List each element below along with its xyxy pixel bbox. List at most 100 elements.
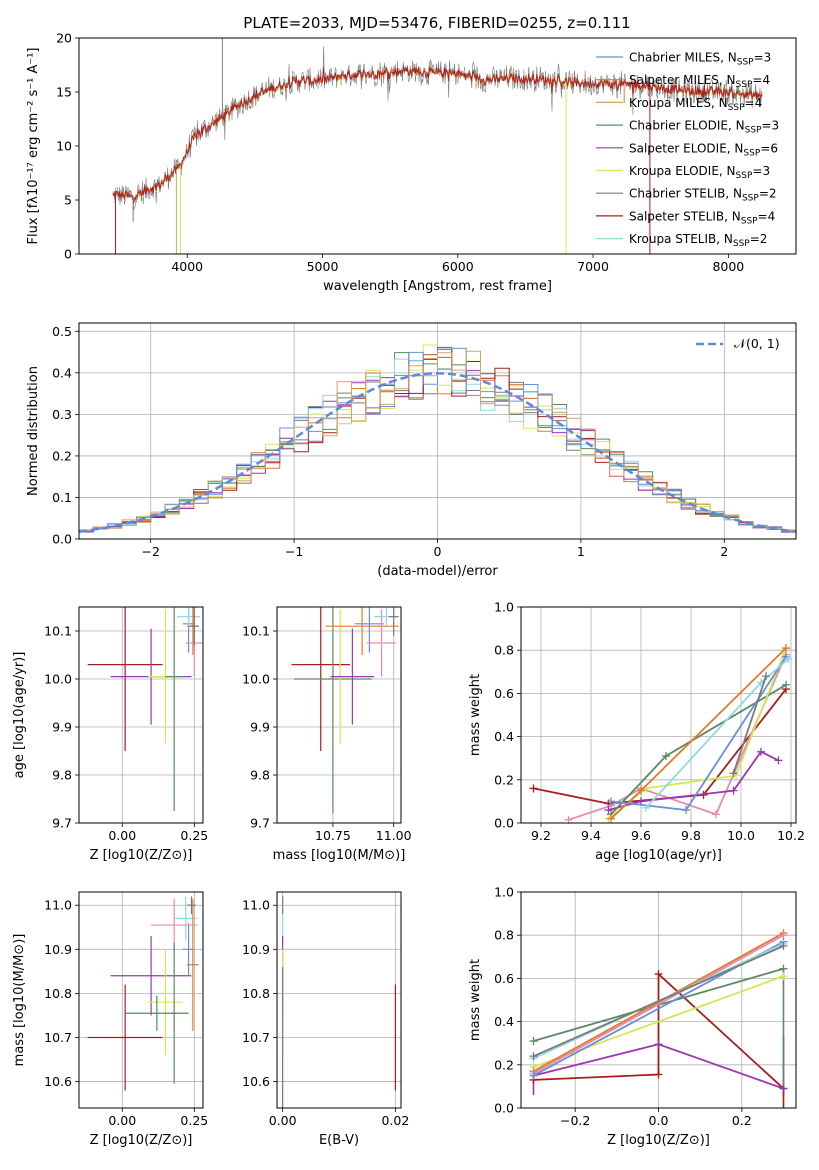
weight-marker	[654, 970, 663, 979]
y-tick-label: 10.6	[242, 1074, 270, 1089]
weight-marker	[782, 644, 790, 653]
y-tick-label: 0.0	[494, 816, 514, 831]
errorbars	[291, 607, 399, 814]
legend-value: =2	[759, 187, 777, 201]
weight-line-cs	[732, 675, 767, 774]
x-axis-label: Z [log10(Z/Z⊙)]	[90, 848, 193, 863]
legend-value: =4	[752, 73, 770, 87]
legend-label: Kroupa STELIB, NSSP=2	[629, 232, 767, 249]
x-tick-label: 11.00	[376, 828, 412, 843]
weight-marker	[782, 680, 790, 689]
x-tick-label: 1	[577, 544, 585, 559]
weight-line-ke	[533, 975, 784, 1068]
weight-line-ks	[645, 658, 790, 809]
massweight_vs_age-panel: 9.2 9.4 9.6 9.8 10.0 10.2 0.0 0.2 0.4 0.6 0.8 1.0 ag…	[468, 600, 805, 864]
x-tick-label: 0.00	[108, 1113, 136, 1128]
x-tick-label: −2	[141, 544, 159, 559]
legend-label: Salpeter MILES, NSSP=4	[629, 73, 770, 90]
y-tick-label: 0.4	[494, 1014, 514, 1029]
age_vs_Z-panel: 0.00 0.25 9.7 9.8 9.9 10.0 10.1 Z [log10(Z/Z⊙)]…	[12, 606, 208, 863]
legend-label: 𝒩(0, 1)	[734, 336, 780, 351]
x-axis-label: age [log10(age/yr)]	[595, 848, 722, 863]
weight-marker	[654, 1040, 663, 1049]
legend-value: =3	[761, 119, 779, 133]
legend-value: =4	[758, 209, 776, 223]
weight-line-pink	[533, 934, 784, 1075]
y-axis-label: mass weight	[468, 959, 483, 1041]
weight-marker	[564, 815, 573, 824]
axes-frame	[520, 606, 797, 824]
errorbars	[87, 896, 199, 1091]
y-tick-label: 0.8	[494, 928, 514, 943]
y-tick-label: 9.8	[250, 768, 270, 783]
x-axis-label: E(B-V)	[319, 1133, 359, 1148]
x-axis-label: Z [log10(Z/Z⊙)]	[607, 1133, 710, 1148]
weight-line-sm	[533, 932, 784, 1073]
x-tick-label: 10.75	[315, 828, 351, 843]
y-tick-label: 0.3	[52, 407, 72, 422]
weight-marker	[607, 797, 615, 806]
legend-subscript: SSP	[742, 194, 759, 204]
y-tick-label: 10.0	[242, 672, 270, 687]
legend-value: =4	[745, 96, 763, 110]
legend-label: Chabrier MILES, NSSP=3	[629, 51, 771, 68]
y-tick-label: 15	[56, 85, 72, 100]
y-tick-label: 0.0	[52, 532, 72, 547]
y-tick-label: 1.0	[494, 600, 514, 615]
legend-value: =2	[750, 232, 768, 246]
y-axis-label: Flux [fλ10⁻¹⁷ erg cm⁻² s⁻¹ A⁻¹]	[26, 48, 41, 245]
legend-subscript: SSP	[736, 171, 753, 181]
y-tick-label: 9.7	[250, 816, 270, 831]
legend-label: Salpeter STELIB, NSSP=4	[629, 209, 775, 226]
x-tick-label: 0.2	[732, 1113, 752, 1128]
x-tick-label: 5000	[307, 259, 339, 274]
axes-frame	[78, 606, 204, 824]
legend-label: Chabrier ELODIE, NSSP=3	[629, 119, 779, 136]
legend-subscript: SSP	[741, 216, 758, 226]
x-tick-label: 2	[720, 544, 728, 559]
x-tick-label: 0.00	[108, 828, 136, 843]
y-tick-label: 10.9	[44, 942, 72, 957]
y-tick-label: 10.9	[242, 942, 270, 957]
x-tick-label: 0.25	[180, 1113, 208, 1128]
y-tick-label: 5	[64, 193, 72, 208]
x-tick-label: 10.2	[777, 828, 805, 843]
spectrum-panel: 4000 5000 6000 7000 8000 0 5 10 15 20 wavelength […	[26, 31, 797, 294]
legend-label: Chabrier STELIB, NSSP=2	[629, 187, 777, 204]
legend-subscript: SSP	[728, 103, 745, 113]
residuals-panel: −2 −1 0 1 2 0.0 0.1 0.2 0.3 0.4 0.5 (data-model)/er…	[26, 322, 797, 579]
x-tick-label: 6000	[442, 259, 474, 274]
x-tick-label: 8000	[712, 259, 744, 274]
massweight_vs_Z-panel: −0.2 0.0 0.2 0.0 0.2 0.4 0.6 0.8 1.0 Z [log10(Z/Z…	[468, 885, 797, 1148]
weight-line-sm	[610, 647, 787, 820]
weight-marker	[604, 806, 613, 815]
weight-marker	[762, 672, 770, 681]
weight-marker	[729, 769, 738, 778]
y-tick-label: 0.6	[494, 971, 514, 986]
weight-marker	[654, 1070, 663, 1079]
legend-value: =3	[754, 51, 772, 65]
y-tick-label: 0.6	[494, 686, 514, 701]
x-tick-label: 7000	[577, 259, 609, 274]
errorbars	[87, 607, 203, 811]
y-tick-label: 10.7	[242, 1030, 270, 1045]
errorbars	[282, 896, 396, 1108]
y-tick-label: 20	[56, 31, 72, 46]
mass_vs_ebv-panel: 0.00 0.02 10.6 10.7 10.8 10.9 11.0 E(B-V)	[242, 891, 409, 1148]
y-tick-label: 0.4	[52, 365, 72, 380]
weight-marker	[529, 1037, 538, 1046]
histogram-km	[79, 350, 796, 532]
y-tick-label: 9.9	[250, 720, 270, 735]
x-tick-label: 0.25	[180, 828, 208, 843]
y-tick-label: 9.8	[52, 768, 72, 783]
figure-title: PLATE=2033, MJD=53476, FIBERID=0255, z=0…	[243, 14, 630, 32]
y-axis-label: mass [log10(M/M⊙)]	[12, 934, 27, 1067]
y-tick-label: 10.0	[44, 672, 72, 687]
legend-subscript: SSP	[743, 148, 760, 158]
x-tick-label: 4000	[171, 259, 203, 274]
y-tick-label: 9.7	[52, 816, 72, 831]
x-tick-label: −1	[285, 544, 303, 559]
x-tick-label: 0.0	[649, 1113, 669, 1128]
weight-marker	[662, 752, 670, 761]
legend-value: =6	[760, 141, 778, 155]
